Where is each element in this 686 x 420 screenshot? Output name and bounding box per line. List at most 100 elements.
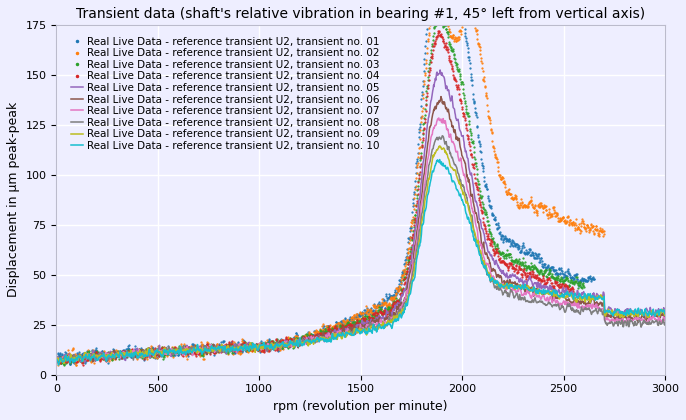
Real Live Data - reference transient U2, transient no. 02 bbox=[369, 311, 377, 316]
Real Live Data - reference transient U2, transient no. 07 bbox=[333, 329, 342, 334]
Real Live Data - reference transient U2, transient no. 08 bbox=[661, 321, 669, 326]
Real Live Data - reference transient U2, transient no. 10 bbox=[52, 357, 60, 362]
Line: Real Live Data - reference transient U2, transient no. 10: Real Live Data - reference transient U2,… bbox=[56, 160, 665, 365]
Real Live Data - reference transient U2, transient no. 03 bbox=[52, 359, 60, 364]
Real Live Data - reference transient U2, transient no. 07 bbox=[435, 116, 443, 121]
Line: Real Live Data - reference transient U2, transient no. 03: Real Live Data - reference transient U2,… bbox=[56, 16, 584, 366]
Real Live Data - reference transient U2, transient no. 09 bbox=[200, 347, 209, 352]
Real Live Data - reference transient U2, transient no. 02 bbox=[80, 356, 88, 361]
Real Live Data - reference transient U2, transient no. 04 bbox=[279, 338, 287, 343]
Real Live Data - reference transient U2, transient no. 03 bbox=[363, 313, 371, 318]
Line: Real Live Data - reference transient U2, transient no. 05: Real Live Data - reference transient U2,… bbox=[56, 70, 665, 362]
Real Live Data - reference transient U2, transient no. 07 bbox=[52, 361, 60, 366]
Real Live Data - reference transient U2, transient no. 04 bbox=[320, 332, 329, 337]
Real Live Data - reference transient U2, transient no. 02 bbox=[600, 229, 608, 234]
Real Live Data - reference transient U2, transient no. 04 bbox=[143, 352, 152, 357]
Real Live Data - reference transient U2, transient no. 03 bbox=[92, 352, 100, 357]
Real Live Data - reference transient U2, transient no. 10 bbox=[262, 343, 270, 348]
Real Live Data - reference transient U2, transient no. 09 bbox=[262, 344, 270, 349]
Real Live Data - reference transient U2, transient no. 05 bbox=[52, 357, 60, 362]
Real Live Data - reference transient U2, transient no. 10 bbox=[436, 157, 444, 162]
Real Live Data - reference transient U2, transient no. 08 bbox=[652, 318, 661, 323]
Real Live Data - reference transient U2, transient no. 02 bbox=[450, 37, 458, 42]
Real Live Data - reference transient U2, transient no. 02 bbox=[420, 82, 428, 87]
Real Live Data - reference transient U2, transient no. 03 bbox=[60, 362, 68, 368]
Real Live Data - reference transient U2, transient no. 09 bbox=[52, 358, 60, 363]
Real Live Data - reference transient U2, transient no. 01 bbox=[421, 57, 429, 62]
Real Live Data - reference transient U2, transient no. 05 bbox=[436, 68, 445, 73]
Real Live Data - reference transient U2, transient no. 02 bbox=[52, 353, 60, 358]
Real Live Data - reference transient U2, transient no. 07 bbox=[547, 294, 555, 299]
Real Live Data - reference transient U2, transient no. 08 bbox=[333, 334, 342, 339]
Real Live Data - reference transient U2, transient no. 09 bbox=[652, 312, 661, 317]
Real Live Data - reference transient U2, transient no. 03 bbox=[512, 259, 521, 264]
Real Live Data - reference transient U2, transient no. 04 bbox=[78, 362, 86, 368]
Real Live Data - reference transient U2, transient no. 09 bbox=[436, 144, 445, 149]
Real Live Data - reference transient U2, transient no. 06 bbox=[334, 330, 342, 335]
Real Live Data - reference transient U2, transient no. 08 bbox=[52, 359, 60, 364]
Real Live Data - reference transient U2, transient no. 06 bbox=[52, 359, 60, 364]
Real Live Data - reference transient U2, transient no. 07 bbox=[262, 346, 270, 351]
Real Live Data - reference transient U2, transient no. 03 bbox=[505, 251, 513, 256]
Line: Real Live Data - reference transient U2, transient no. 07: Real Live Data - reference transient U2,… bbox=[56, 118, 665, 363]
Real Live Data - reference transient U2, transient no. 09 bbox=[547, 289, 555, 294]
Real Live Data - reference transient U2, transient no. 01 bbox=[132, 353, 141, 358]
Real Live Data - reference transient U2, transient no. 05 bbox=[80, 360, 88, 365]
Real Live Data - reference transient U2, transient no. 03 bbox=[457, 79, 465, 84]
Real Live Data - reference transient U2, transient no. 06 bbox=[437, 94, 445, 99]
Real Live Data - reference transient U2, transient no. 07 bbox=[372, 321, 380, 326]
Y-axis label: Displacement in μm peak-peak: Displacement in μm peak-peak bbox=[7, 102, 20, 297]
Real Live Data - reference transient U2, transient no. 09 bbox=[372, 328, 380, 333]
Real Live Data - reference transient U2, transient no. 08 bbox=[438, 133, 447, 138]
Real Live Data - reference transient U2, transient no. 02 bbox=[71, 362, 80, 368]
Real Live Data - reference transient U2, transient no. 05 bbox=[262, 344, 270, 349]
Real Live Data - reference transient U2, transient no. 04 bbox=[569, 291, 578, 296]
Real Live Data - reference transient U2, transient no. 08 bbox=[372, 324, 380, 329]
Real Live Data - reference transient U2, transient no. 05 bbox=[661, 311, 669, 316]
Real Live Data - reference transient U2, transient no. 04 bbox=[253, 347, 261, 352]
Real Live Data - reference transient U2, transient no. 04 bbox=[487, 239, 495, 244]
Line: Real Live Data - reference transient U2, transient no. 08: Real Live Data - reference transient U2,… bbox=[56, 136, 665, 362]
Real Live Data - reference transient U2, transient no. 03 bbox=[436, 14, 444, 19]
Real Live Data - reference transient U2, transient no. 05 bbox=[652, 309, 661, 314]
Real Live Data - reference transient U2, transient no. 10 bbox=[372, 328, 380, 333]
Real Live Data - reference transient U2, transient no. 06 bbox=[262, 343, 270, 348]
Real Live Data - reference transient U2, transient no. 09 bbox=[334, 333, 342, 339]
Real Live Data - reference transient U2, transient no. 10 bbox=[661, 311, 669, 316]
Title: Transient data (shaft's relative vibration in bearing #1, 45° left from vertical: Transient data (shaft's relative vibrati… bbox=[76, 7, 646, 21]
Real Live Data - reference transient U2, transient no. 10 bbox=[200, 347, 209, 352]
Real Live Data - reference transient U2, transient no. 07 bbox=[200, 346, 208, 351]
Real Live Data - reference transient U2, transient no. 01 bbox=[340, 324, 348, 329]
Real Live Data - reference transient U2, transient no. 08 bbox=[547, 302, 555, 307]
Real Live Data - reference transient U2, transient no. 05 bbox=[334, 329, 342, 334]
Real Live Data - reference transient U2, transient no. 10 bbox=[547, 290, 555, 295]
Real Live Data - reference transient U2, transient no. 02 bbox=[347, 318, 355, 323]
Real Live Data - reference transient U2, transient no. 01 bbox=[66, 361, 74, 366]
Line: Real Live Data - reference transient U2, transient no. 01: Real Live Data - reference transient U2,… bbox=[56, 0, 595, 365]
Real Live Data - reference transient U2, transient no. 03 bbox=[580, 285, 588, 290]
Real Live Data - reference transient U2, transient no. 02 bbox=[351, 313, 359, 318]
Real Live Data - reference transient U2, transient no. 07 bbox=[652, 318, 661, 323]
Line: Real Live Data - reference transient U2, transient no. 04: Real Live Data - reference transient U2,… bbox=[56, 30, 575, 366]
Real Live Data - reference transient U2, transient no. 04 bbox=[435, 29, 443, 34]
Real Live Data - reference transient U2, transient no. 08 bbox=[262, 341, 270, 346]
Real Live Data - reference transient U2, transient no. 05 bbox=[372, 315, 380, 320]
Real Live Data - reference transient U2, transient no. 05 bbox=[200, 347, 209, 352]
Real Live Data - reference transient U2, transient no. 05 bbox=[547, 287, 555, 292]
Real Live Data - reference transient U2, transient no. 07 bbox=[661, 318, 669, 323]
Legend: Real Live Data - reference transient U2, transient no. 01, Real Live Data - refe: Real Live Data - reference transient U2,… bbox=[68, 34, 383, 154]
Real Live Data - reference transient U2, transient no. 06 bbox=[200, 348, 209, 353]
Real Live Data - reference transient U2, transient no. 01 bbox=[52, 356, 60, 361]
Real Live Data - reference transient U2, transient no. 10 bbox=[54, 362, 62, 368]
Real Live Data - reference transient U2, transient no. 06 bbox=[66, 360, 74, 365]
Real Live Data - reference transient U2, transient no. 04 bbox=[286, 338, 294, 343]
X-axis label: rpm (revolution per minute): rpm (revolution per minute) bbox=[274, 400, 448, 413]
Real Live Data - reference transient U2, transient no. 01 bbox=[590, 277, 598, 282]
Line: Real Live Data - reference transient U2, transient no. 09: Real Live Data - reference transient U2,… bbox=[56, 146, 665, 363]
Real Live Data - reference transient U2, transient no. 01 bbox=[486, 203, 495, 208]
Real Live Data - reference transient U2, transient no. 06 bbox=[547, 289, 555, 294]
Real Live Data - reference transient U2, transient no. 09 bbox=[60, 361, 69, 366]
Real Live Data - reference transient U2, transient no. 10 bbox=[652, 309, 661, 314]
Real Live Data - reference transient U2, transient no. 06 bbox=[652, 314, 661, 319]
Real Live Data - reference transient U2, transient no. 03 bbox=[562, 276, 570, 281]
